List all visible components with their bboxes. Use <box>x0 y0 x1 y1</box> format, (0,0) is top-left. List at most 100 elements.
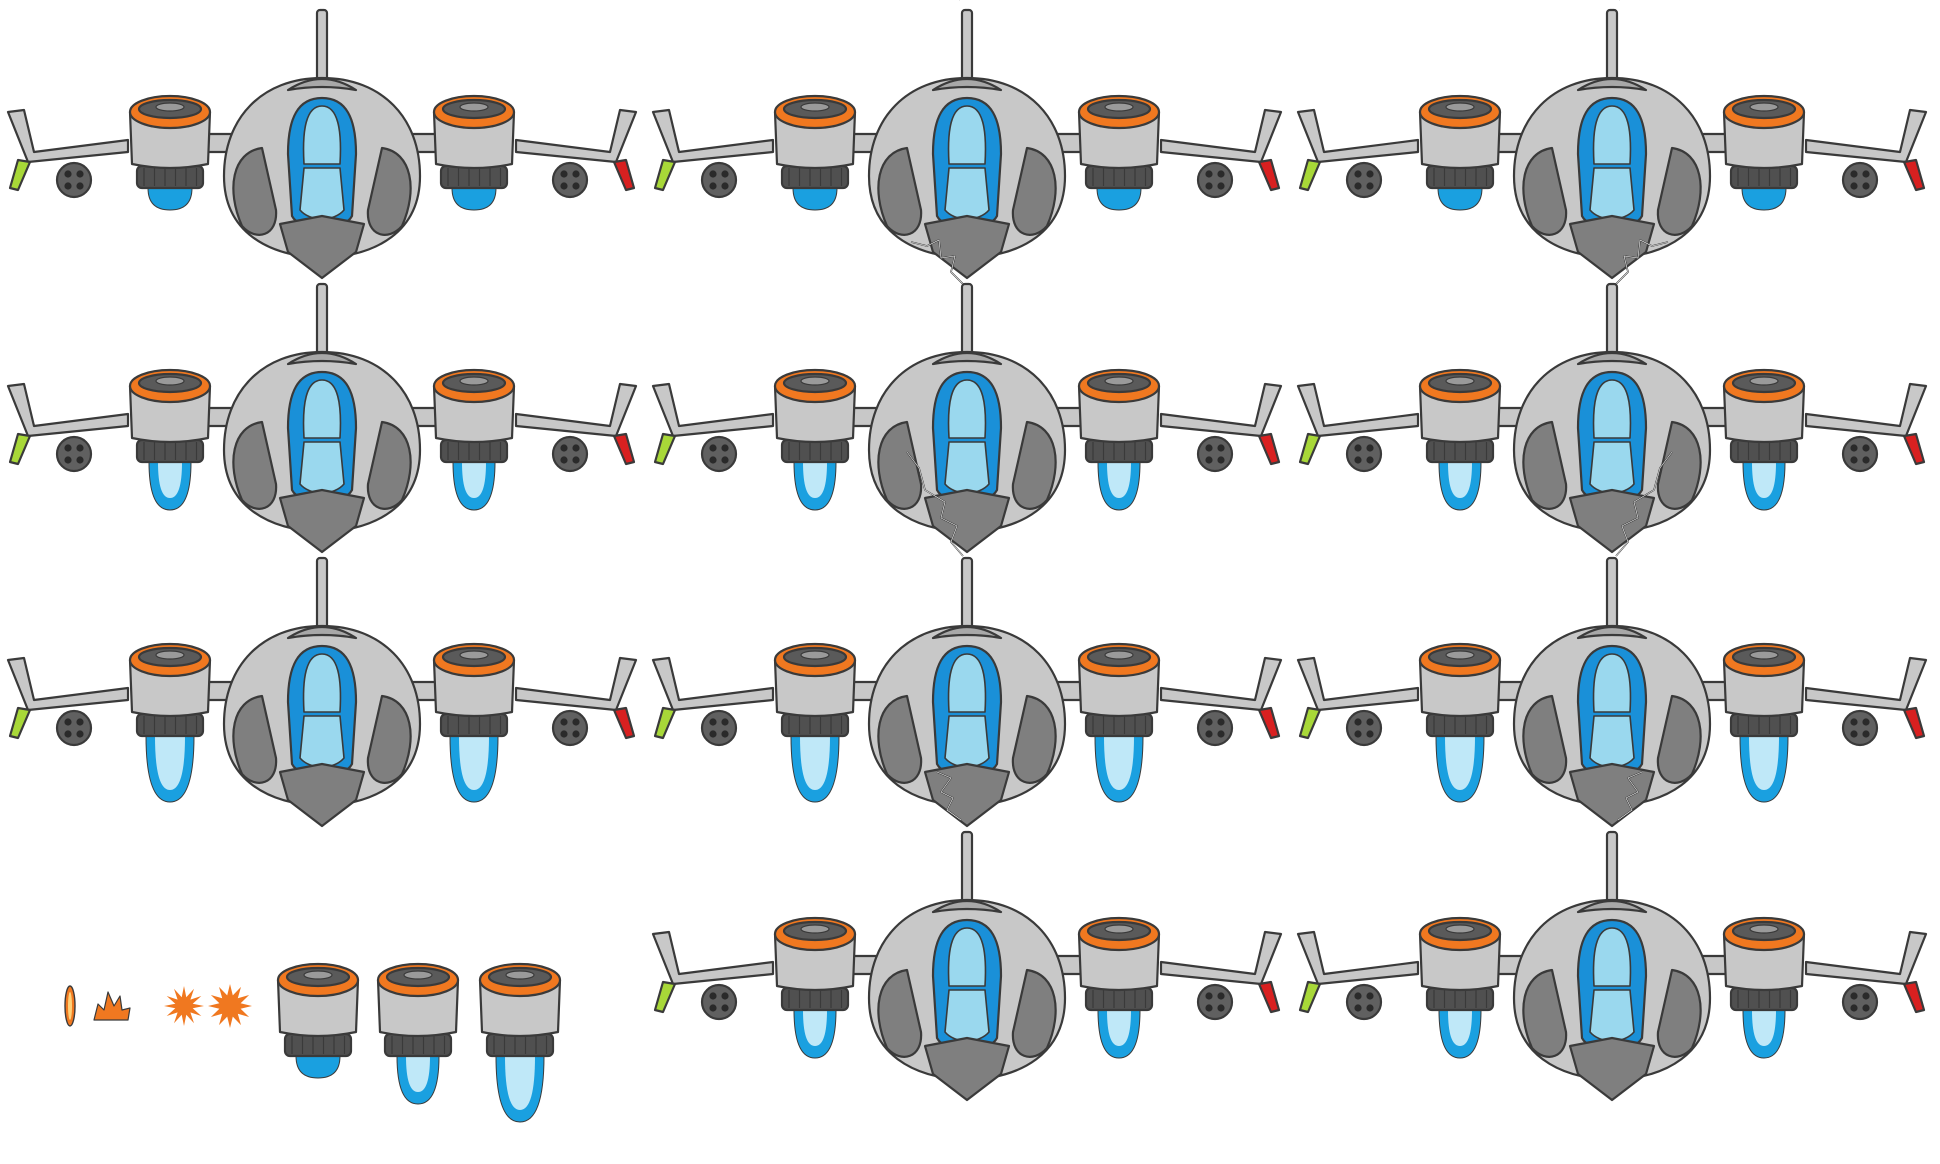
bulge-left <box>1522 146 1568 236</box>
exhaust-collar <box>1425 164 1495 190</box>
wing-right <box>514 108 638 164</box>
gun-barrel <box>1205 992 1213 1000</box>
gun-barrel <box>76 170 84 178</box>
gun-barrel <box>1366 182 1374 190</box>
cockpit-glass-front <box>1592 105 1632 165</box>
gun-pod <box>700 161 738 199</box>
cockpit-glass-rear <box>944 715 990 768</box>
cockpit-glass-front <box>1592 379 1632 439</box>
thrust-core <box>803 1010 827 1046</box>
cockpit-glass-front <box>302 379 342 439</box>
nose-cone <box>923 1036 1011 1102</box>
dorsal-hump <box>286 78 358 92</box>
cockpit-glass-front <box>1592 927 1632 987</box>
antenna-damage-glow <box>936 771 962 821</box>
wing-tip-right <box>612 158 636 192</box>
gun-barrel <box>1217 170 1225 178</box>
gun-pod <box>1345 435 1383 473</box>
cockpit-glass-front <box>947 653 987 713</box>
bulge-right <box>366 146 412 236</box>
thrust-core <box>1752 1010 1776 1046</box>
antenna <box>1605 556 1619 630</box>
gun-barrel <box>1862 170 1870 178</box>
gun-barrel <box>64 444 72 452</box>
gun-pod <box>700 709 738 747</box>
gun-pod <box>1196 983 1234 1021</box>
gun-pod <box>1841 983 1879 1021</box>
thrust-core <box>1749 736 1779 790</box>
thrust-core <box>1107 1010 1131 1046</box>
engine-fan <box>459 102 489 112</box>
gun-barrel <box>1850 182 1858 190</box>
gun-pod <box>700 435 738 473</box>
thrust-core <box>158 462 182 498</box>
antenna <box>960 8 974 82</box>
exhaust-collar <box>283 1032 353 1058</box>
wing-left <box>651 930 775 986</box>
wing-tip-right <box>1902 158 1926 192</box>
gun-barrel <box>709 182 717 190</box>
gun-barrel <box>1205 1004 1213 1012</box>
engine-pod <box>1722 368 1806 511</box>
wing-right <box>1804 930 1928 986</box>
gun-barrel <box>1217 456 1225 464</box>
gun-barrel <box>64 170 72 178</box>
ship-frames-layer <box>6 0 1928 1102</box>
gun-barrel <box>709 456 717 464</box>
gun-barrel <box>1366 718 1374 726</box>
gun-barrel <box>1850 730 1858 738</box>
wing-tip-left <box>653 158 677 192</box>
ship-frame <box>1296 771 1928 1102</box>
gun-barrel <box>721 1004 729 1012</box>
ship-frame <box>1296 451 1928 828</box>
gun-barrel <box>721 182 729 190</box>
wing-tip-left <box>653 432 677 466</box>
engine-fan <box>155 650 185 660</box>
cockpit-glass-front <box>302 653 342 713</box>
antenna <box>315 556 329 630</box>
gun-barrel <box>1862 730 1870 738</box>
cockpit-glass-rear <box>1589 441 1635 494</box>
dorsal-hump <box>1576 352 1648 366</box>
gun-barrel <box>76 182 84 190</box>
exhaust-collar <box>1729 438 1799 464</box>
wing-right <box>1804 108 1928 164</box>
gun-barrel <box>1354 1004 1362 1012</box>
gun-barrel <box>1217 730 1225 738</box>
engine-fan <box>505 970 535 980</box>
bulge-right <box>1656 694 1702 784</box>
cockpit-glass-rear <box>299 441 345 494</box>
exhaust-collar <box>780 712 850 738</box>
gun-barrel <box>1354 170 1362 178</box>
bulge-right <box>1011 146 1057 236</box>
wing-right <box>1804 382 1928 438</box>
wing-tip-left <box>8 706 32 740</box>
gun-barrel <box>560 456 568 464</box>
engine-pod <box>128 642 212 803</box>
engine-pod <box>1418 916 1502 1059</box>
cockpit-glass-front <box>947 105 987 165</box>
gun-barrel <box>572 730 580 738</box>
engine-fan <box>1749 924 1779 934</box>
antenna <box>1605 282 1619 356</box>
gun-pod <box>700 983 738 1021</box>
gun-barrel <box>1862 992 1870 1000</box>
engine-pod <box>276 962 360 1079</box>
gun-barrel <box>1850 456 1858 464</box>
loose-engine-frame <box>376 962 460 1105</box>
antenna-damage-glow <box>906 451 964 557</box>
gun-barrel <box>1354 182 1362 190</box>
loose-engine-frame <box>276 962 360 1079</box>
dorsal-hump <box>931 900 1003 914</box>
thrust-core <box>1752 462 1776 498</box>
wing-tip-right <box>1257 432 1281 466</box>
engine-pod <box>128 368 212 511</box>
gun-barrel <box>1354 730 1362 738</box>
gun-barrel <box>1354 456 1362 464</box>
engine-fan <box>800 376 830 386</box>
thrust-core <box>459 736 489 790</box>
engine-fan <box>800 924 830 934</box>
gun-barrel <box>560 718 568 726</box>
engine-pod <box>478 962 562 1123</box>
gun-pod <box>1841 435 1879 473</box>
